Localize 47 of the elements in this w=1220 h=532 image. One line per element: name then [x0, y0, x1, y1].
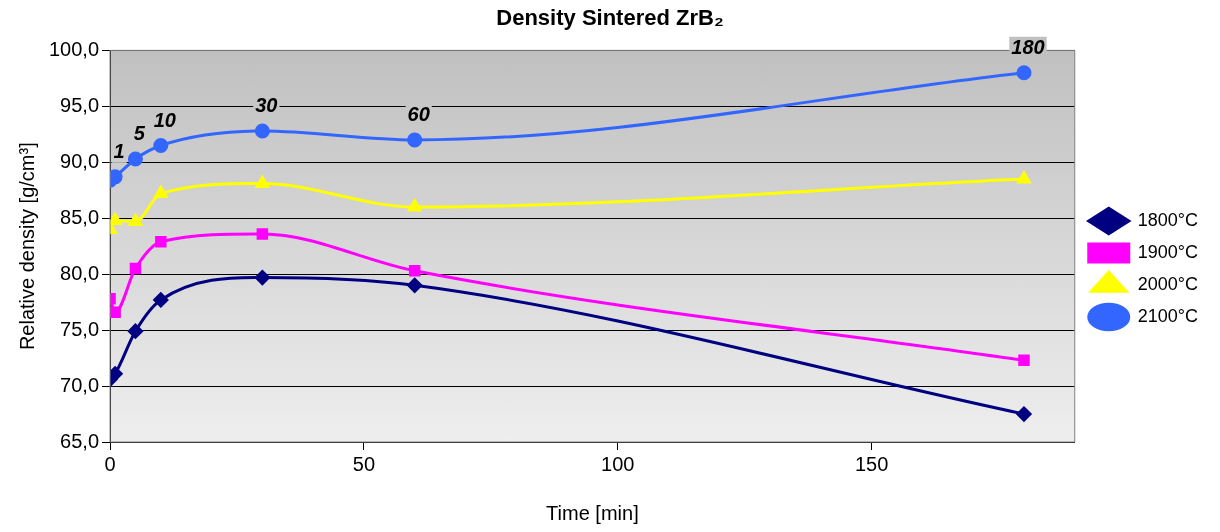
point: [408, 199, 422, 212]
y-axis-title: Relative density [g/cm³]: [15, 142, 38, 351]
annotation: 10: [153, 109, 176, 132]
legend-label: 1800°C: [1137, 209, 1199, 230]
point: [254, 270, 270, 286]
point: [254, 123, 270, 139]
legend-label: 1900°C: [1137, 241, 1199, 262]
y-tick-label: 80,0: [60, 261, 100, 284]
point: [1016, 65, 1032, 81]
annotation: 180: [1011, 36, 1045, 59]
chart-title: Density Sintered ZrB₂: [496, 5, 724, 31]
x-tick-label: 150: [854, 452, 889, 475]
y-tick-label: 70,0: [60, 373, 100, 396]
x-tick-label: 50: [352, 452, 376, 475]
point: [256, 228, 269, 240]
x-axis-title: Time [min]: [546, 501, 639, 524]
y-tick-label: 85,0: [60, 205, 100, 228]
legend-label: 2100°C: [1137, 305, 1199, 326]
point: [1017, 171, 1031, 184]
point: [127, 151, 143, 167]
y-tick-label: 75,0: [60, 317, 100, 340]
point: [1016, 406, 1032, 422]
point: [128, 214, 143, 227]
point: [407, 132, 423, 148]
y-tick-label: 100,0: [48, 37, 100, 60]
x-tick-label: 0: [104, 452, 116, 475]
annotation: 5: [133, 122, 146, 145]
point: [153, 292, 169, 308]
y-tick-label: 90,0: [60, 149, 100, 172]
point: [110, 306, 121, 318]
point: [408, 265, 421, 277]
x-tick-label: 100: [601, 452, 635, 475]
point: [110, 212, 122, 225]
annotation: 60: [407, 103, 430, 126]
y-tick-label: 95,0: [60, 93, 100, 116]
point: [1018, 354, 1030, 367]
annotation: 1: [113, 140, 125, 163]
point: [127, 323, 143, 339]
point: [153, 138, 169, 153]
point: [155, 235, 167, 248]
annotation: 30: [255, 94, 278, 117]
point: [407, 277, 423, 293]
point: [154, 186, 168, 199]
point: [129, 262, 142, 275]
point: [255, 176, 270, 189]
legend-label: 2000°C: [1137, 273, 1199, 294]
y-tick-label: 65,0: [60, 429, 100, 452]
